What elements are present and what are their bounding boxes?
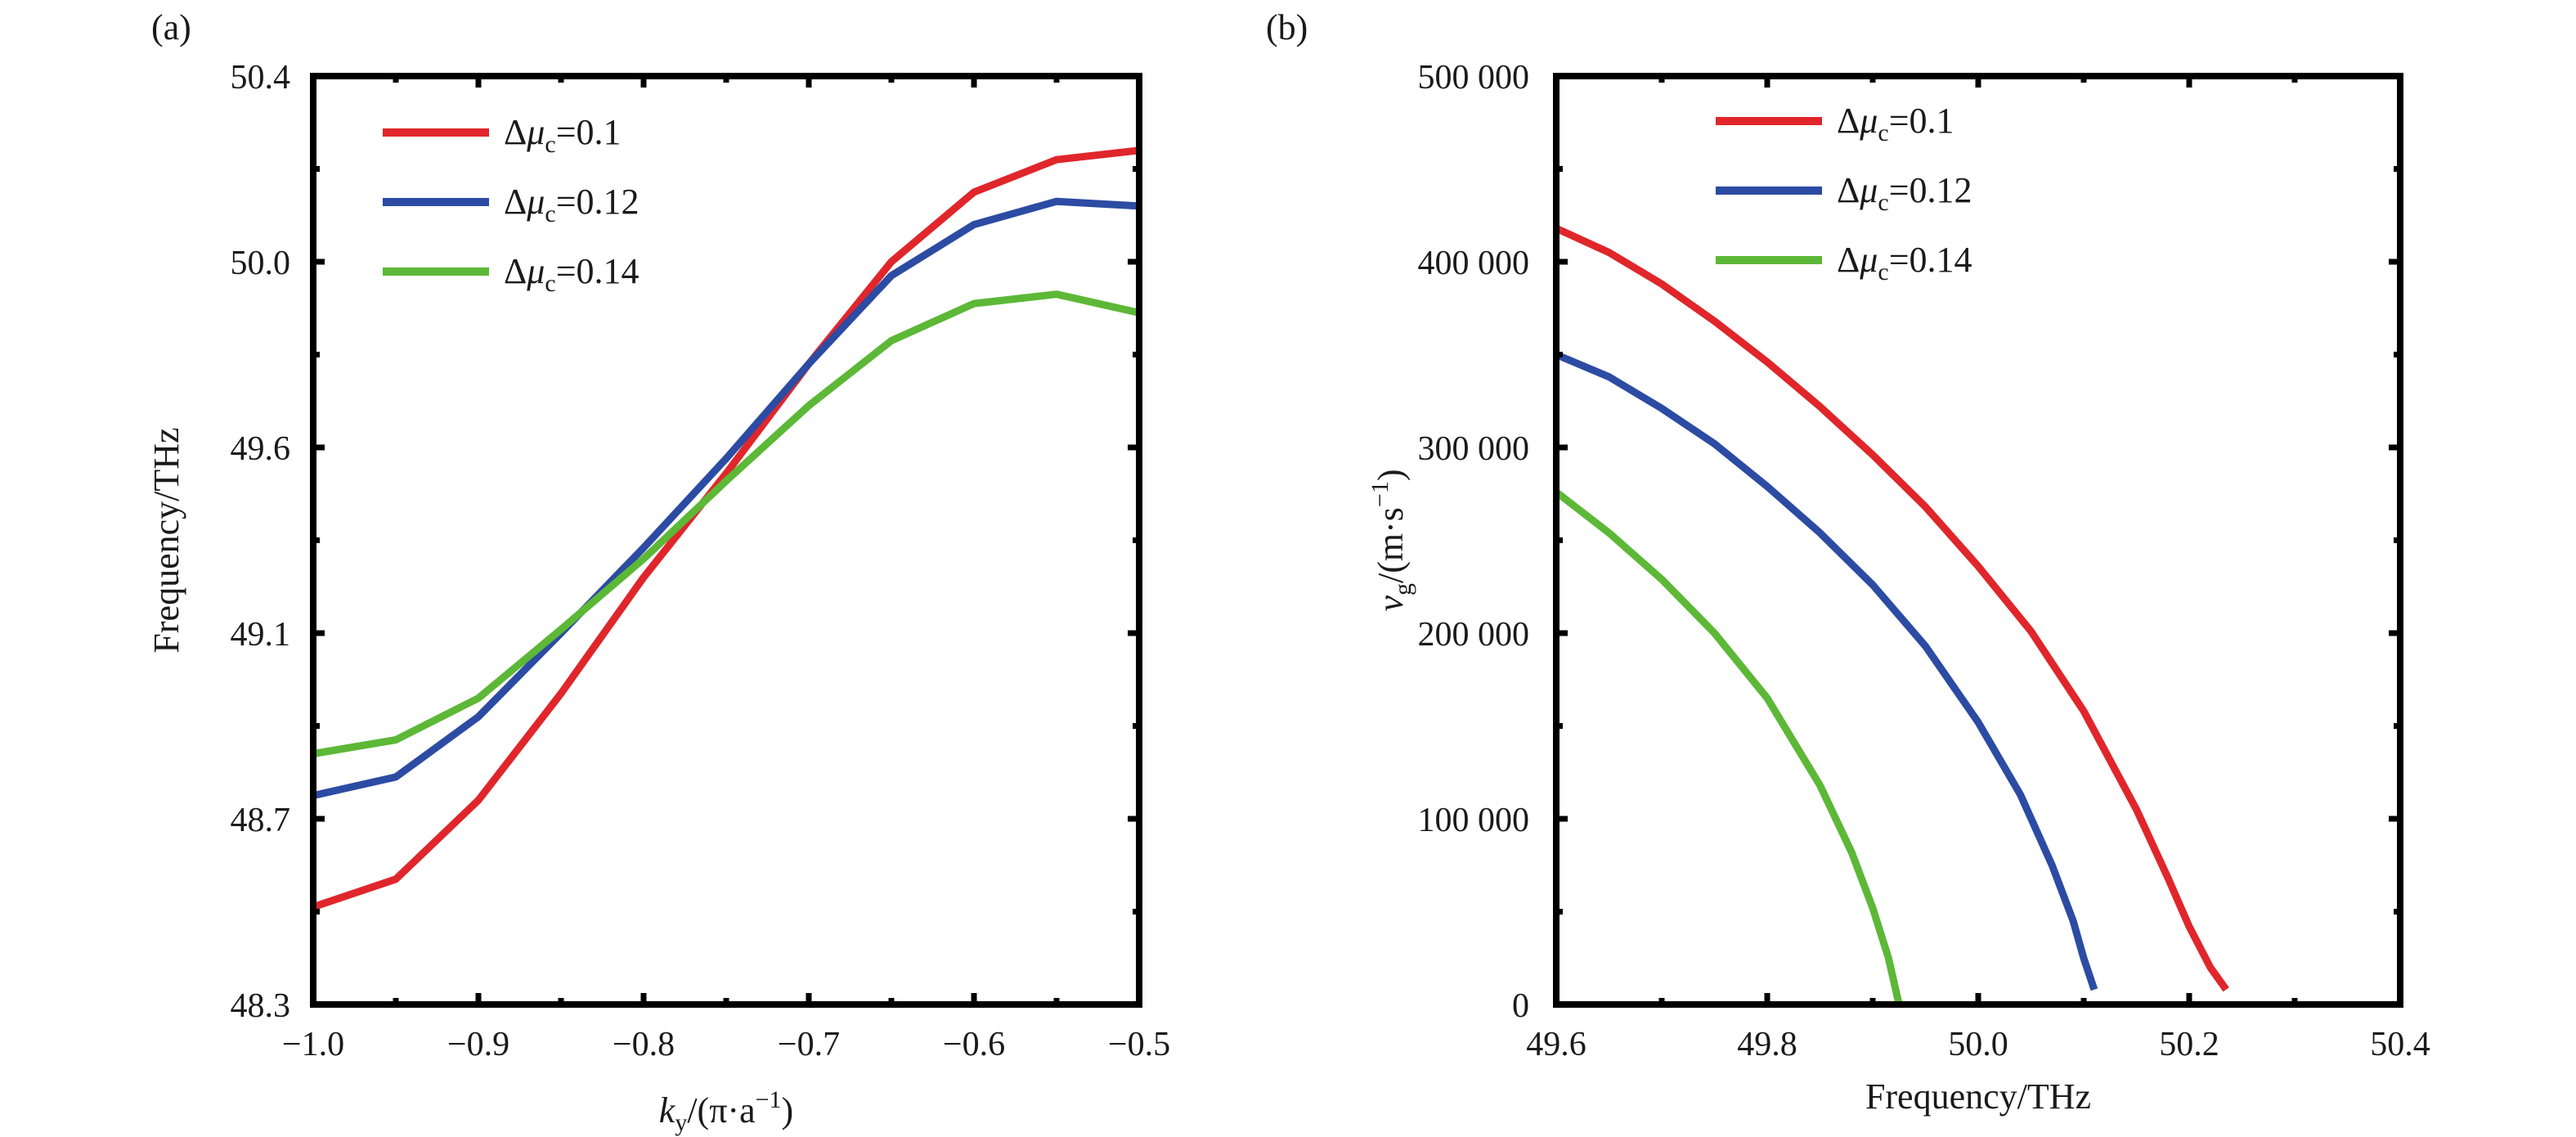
legend-label: Δμc=0.12 xyxy=(1837,170,1972,216)
x-tick-label: 49.8 xyxy=(1737,1026,1797,1063)
y-tick-label: 200 000 xyxy=(1418,616,1530,654)
legend-label: Δμc=0.12 xyxy=(504,182,640,227)
x-tick-label: −0.7 xyxy=(778,1026,840,1063)
y-tick-label: 48.3 xyxy=(231,987,291,1025)
y-tick-label: 500 000 xyxy=(1418,59,1530,97)
y-tick-label: 0 xyxy=(1512,987,1529,1025)
x-tick-label: 50.2 xyxy=(2159,1026,2219,1063)
x-axis-label: ky/(π·a−1) xyxy=(659,1086,793,1136)
x-tick-label: −0.5 xyxy=(1108,1026,1170,1063)
y-axis-label: vg/(m·s−1) xyxy=(1367,470,1416,612)
panel-label: (a) xyxy=(151,7,191,47)
series-line-3 xyxy=(1556,488,1903,1004)
x-tick-label: 50.4 xyxy=(2370,1026,2430,1063)
panel-label: (b) xyxy=(1266,7,1308,47)
series-line-1 xyxy=(1556,225,2229,992)
legend-label: Δμc=0.14 xyxy=(504,251,640,297)
y-tick-label: 300 000 xyxy=(1418,430,1530,468)
y-tick-label: 49.6 xyxy=(231,430,291,468)
y-tick-label: 400 000 xyxy=(1418,245,1530,282)
series-line-2 xyxy=(1556,351,2098,991)
x-axis-label: Frequency/THz xyxy=(1865,1076,2091,1117)
x-tick-label: −1.0 xyxy=(282,1026,344,1063)
y-tick-label: 100 000 xyxy=(1418,802,1530,839)
legend: Δμc=0.1 Δμc=0.12 Δμc=0.14 xyxy=(1716,101,1972,285)
y-axis-label: Frequency/THz xyxy=(146,427,186,653)
x-tick-label: −0.8 xyxy=(613,1026,675,1063)
x-tick-label: 50.0 xyxy=(1948,1026,2008,1063)
y-tick-label: 49.1 xyxy=(231,616,291,654)
panel-a: (a) −1.0 −0.9 −0.8 −0.7 −0.6 −0.5 48.3 48.7 49.1 4… xyxy=(146,7,1170,1136)
legend-label: Δμc=0.14 xyxy=(1837,240,1972,285)
series-line-3 xyxy=(313,290,1139,757)
x-tick-label: −0.6 xyxy=(943,1026,1005,1063)
series-line-2 xyxy=(313,197,1139,799)
y-tick-label: 50.0 xyxy=(231,245,291,282)
plot-frame xyxy=(1553,73,2403,1008)
panel-b: (b) 49.6 49.8 50.0 50.2 50.4 0 100 000 200 000 30… xyxy=(1266,7,2430,1117)
y-tick-label: 50.4 xyxy=(231,59,291,97)
legend-label: Δμc=0.1 xyxy=(504,112,622,158)
series-line-1 xyxy=(313,146,1139,911)
x-tick-label: 49.6 xyxy=(1526,1026,1586,1063)
legend: Δμc=0.1 Δμc=0.12 Δμc=0.14 xyxy=(383,112,640,297)
legend-label: Δμc=0.1 xyxy=(1837,101,1954,146)
x-tick-label: −0.9 xyxy=(447,1026,509,1063)
y-tick-label: 48.7 xyxy=(231,802,291,839)
